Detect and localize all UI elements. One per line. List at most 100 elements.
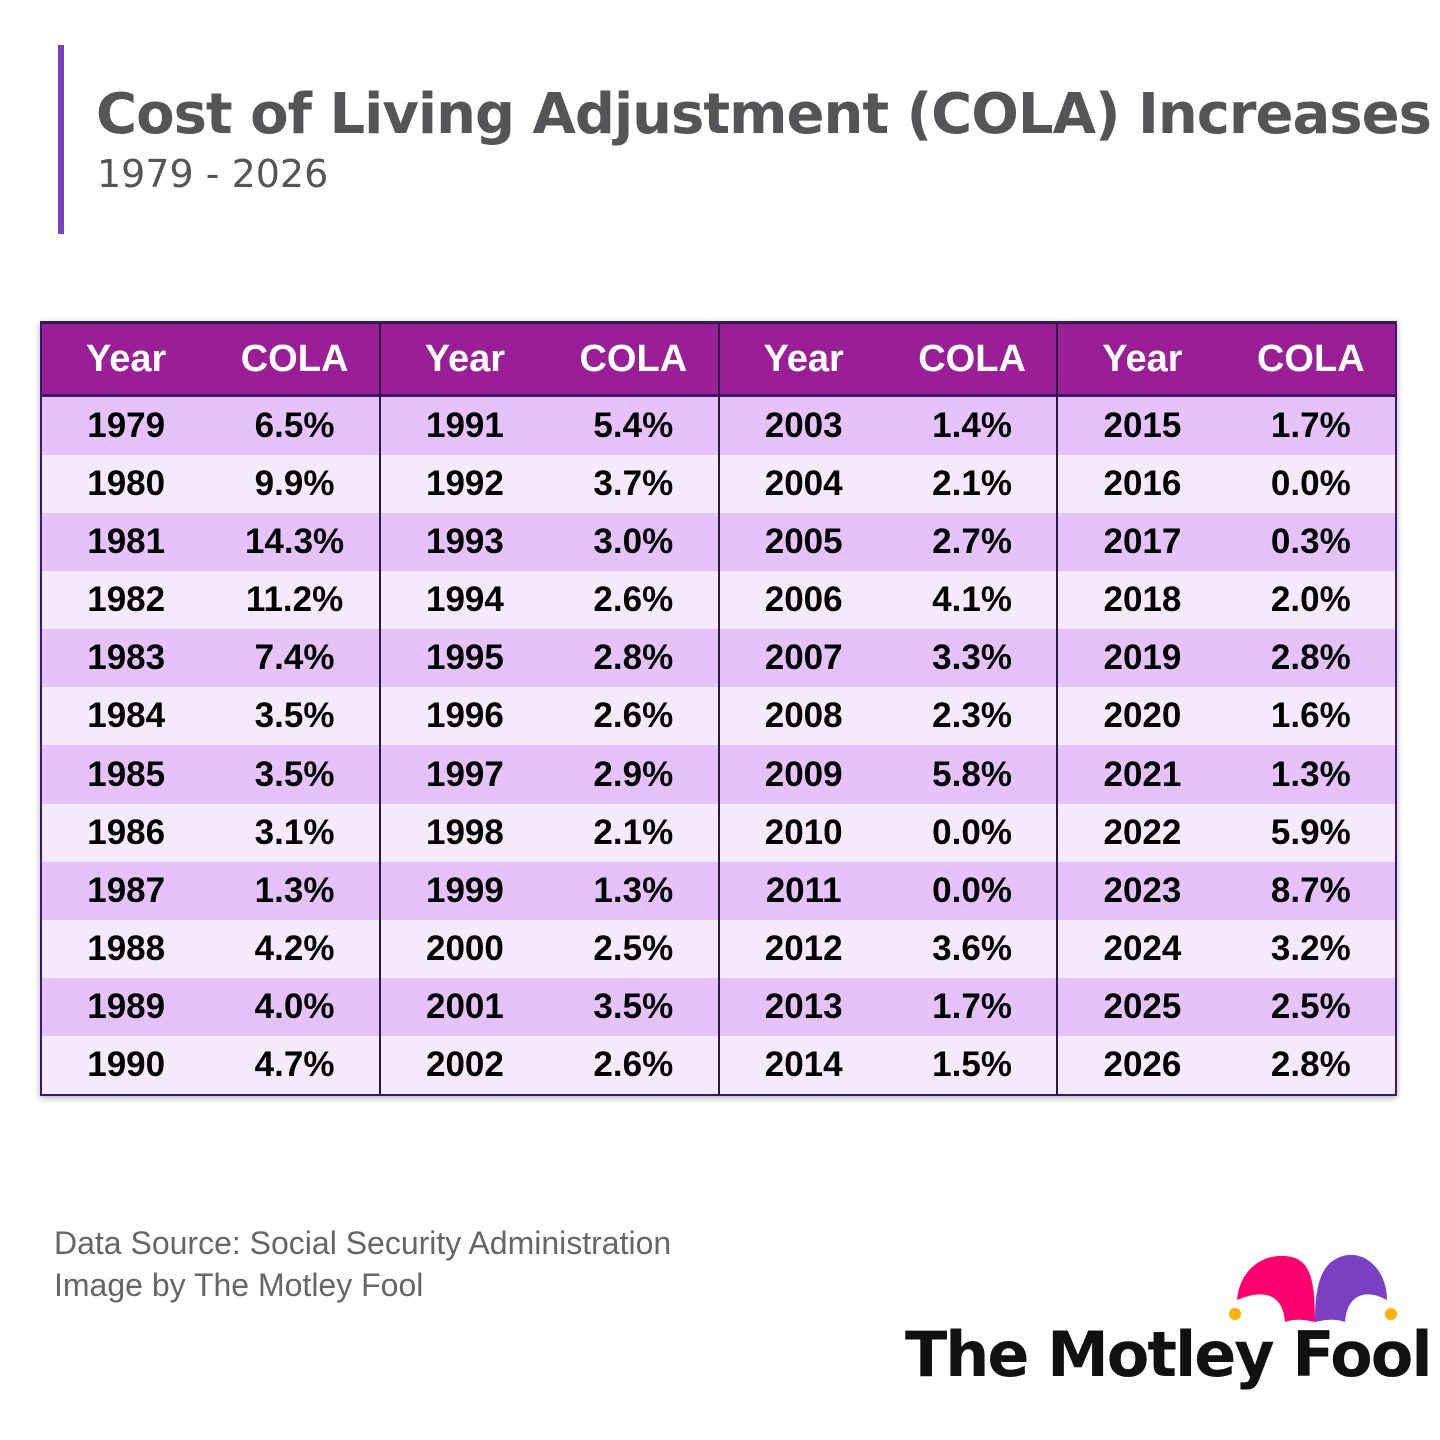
year-cell: 1982 bbox=[87, 580, 166, 620]
table-row: 1994 2.6% bbox=[380, 571, 718, 630]
year-cell: 2001 bbox=[426, 986, 504, 1026]
cola-cell: 4.1% bbox=[932, 580, 1012, 620]
cola-cell: 1.5% bbox=[932, 1044, 1012, 1084]
cola-cell: 2.6% bbox=[593, 1044, 674, 1084]
year-cell: 1997 bbox=[426, 754, 504, 794]
cola-cell: 3.7% bbox=[593, 464, 674, 504]
year-cell: 2005 bbox=[764, 522, 843, 562]
year-cell: 2007 bbox=[764, 638, 843, 678]
year-cell: 2004 bbox=[764, 464, 843, 504]
cola-cell: 6.5% bbox=[254, 406, 335, 446]
year-cell: 2023 bbox=[1103, 870, 1182, 910]
cola-cell: 2.8% bbox=[1270, 638, 1351, 678]
cola-cell: 5.9% bbox=[1270, 812, 1351, 852]
cola-cell: 3.5% bbox=[254, 754, 335, 794]
table-row: 2005 2.7% bbox=[719, 513, 1057, 572]
cola-cell: 0.0% bbox=[932, 870, 1012, 910]
cola-cell: 2.1% bbox=[593, 812, 674, 852]
cola-cell: 3.3% bbox=[932, 638, 1012, 678]
year-cell: 1985 bbox=[87, 754, 166, 794]
table-column-group: Year COLA 2003 1.4% 2004 2.1% 2005 2.7% 2006 4.1%… bbox=[719, 323, 1059, 1094]
year-cell: 1983 bbox=[87, 638, 166, 678]
cola-cell: 9.9% bbox=[254, 464, 335, 504]
cola-cell: 4.7% bbox=[254, 1044, 335, 1084]
year-cell: 2026 bbox=[1103, 1044, 1182, 1084]
year-cell: 1994 bbox=[426, 580, 504, 620]
cola-cell: 1.3% bbox=[1270, 754, 1351, 794]
cola-cell: 2.3% bbox=[932, 696, 1012, 736]
table-row: 2009 5.8% bbox=[719, 745, 1057, 804]
table-row: 2001 3.5% bbox=[380, 977, 718, 1036]
table-header: Year COLA bbox=[1058, 323, 1395, 397]
table-row: 1983 7.4% bbox=[42, 629, 379, 688]
year-cell: 2011 bbox=[765, 870, 842, 910]
table-row: 1993 3.0% bbox=[380, 513, 718, 572]
table-row: 1984 3.5% bbox=[42, 687, 379, 746]
table-row: 2015 1.7% bbox=[1058, 397, 1395, 456]
jester-hat-icon bbox=[1229, 1254, 1397, 1322]
cola-cell: 0.0% bbox=[932, 812, 1012, 852]
table-row: 2025 2.5% bbox=[1058, 977, 1395, 1036]
cola-cell: 3.6% bbox=[932, 928, 1012, 968]
year-cell: 1992 bbox=[426, 464, 504, 504]
table-row: 2014 1.5% bbox=[719, 1035, 1057, 1094]
header-cola: COLA bbox=[918, 337, 1026, 380]
year-cell: 2018 bbox=[1103, 580, 1182, 620]
cola-table: Year COLA 1979 6.5% 1980 9.9% 1981 14.3% 1982 11.… bbox=[40, 321, 1397, 1096]
header-year: Year bbox=[424, 337, 506, 380]
cola-cell: 2.1% bbox=[932, 464, 1012, 504]
year-cell: 1995 bbox=[426, 638, 504, 678]
table-row: 2008 2.3% bbox=[719, 687, 1057, 746]
cola-cell: 1.3% bbox=[254, 870, 335, 910]
cola-cell: 2.5% bbox=[1270, 986, 1351, 1026]
table-row: 1999 1.3% bbox=[380, 861, 718, 920]
table-row: 2010 0.0% bbox=[719, 803, 1057, 862]
cola-cell: 2.7% bbox=[932, 522, 1012, 562]
year-cell: 2024 bbox=[1103, 928, 1182, 968]
year-cell: 1980 bbox=[87, 464, 166, 504]
year-cell: 2019 bbox=[1103, 638, 1182, 678]
table-header: Year COLA bbox=[42, 323, 379, 397]
cola-cell: 8.7% bbox=[1270, 870, 1351, 910]
year-cell: 2015 bbox=[1103, 406, 1182, 446]
page-title: Cost of Living Adjustment (COLA) Increas… bbox=[96, 82, 1432, 147]
cola-cell: 4.0% bbox=[254, 986, 335, 1026]
cola-cell: 2.6% bbox=[593, 696, 674, 736]
year-cell: 2008 bbox=[764, 696, 843, 736]
header-year: Year bbox=[86, 337, 167, 380]
year-cell: 1998 bbox=[426, 812, 504, 852]
year-cell: 1993 bbox=[426, 522, 504, 562]
table-row: 1990 4.7% bbox=[42, 1035, 379, 1094]
year-cell: 2006 bbox=[764, 580, 843, 620]
header-cola: COLA bbox=[579, 337, 688, 380]
year-cell: 2021 bbox=[1103, 754, 1182, 794]
table-row: 1992 3.7% bbox=[380, 455, 718, 514]
cola-cell: 2.5% bbox=[593, 928, 674, 968]
year-cell: 2009 bbox=[764, 754, 843, 794]
table-row: 1987 1.3% bbox=[42, 861, 379, 920]
year-cell: 1990 bbox=[87, 1044, 166, 1084]
table-row: 1979 6.5% bbox=[42, 397, 379, 456]
table-row: 2023 8.7% bbox=[1058, 861, 1395, 920]
table-row: 1989 4.0% bbox=[42, 977, 379, 1036]
year-cell: 2022 bbox=[1103, 812, 1182, 852]
table-row: 1988 4.2% bbox=[42, 919, 379, 978]
year-cell: 2025 bbox=[1103, 986, 1182, 1026]
cola-cell: 0.0% bbox=[1270, 464, 1351, 504]
cola-cell: 11.2% bbox=[245, 580, 344, 620]
table-row: 1985 3.5% bbox=[42, 745, 379, 804]
table-row: 2026 2.8% bbox=[1058, 1035, 1395, 1094]
cola-cell: 3.2% bbox=[1270, 928, 1351, 968]
header-year: Year bbox=[763, 337, 844, 380]
table-row: 2013 1.7% bbox=[719, 977, 1057, 1036]
year-cell: 2014 bbox=[764, 1044, 843, 1084]
cola-cell: 2.8% bbox=[1270, 1044, 1351, 1084]
year-cell: 2010 bbox=[764, 812, 843, 852]
table-row: 2007 3.3% bbox=[719, 629, 1057, 688]
table-row: 1980 9.9% bbox=[42, 455, 379, 514]
year-cell: 1987 bbox=[87, 870, 166, 910]
data-source: Data Source: Social Security Administrat… bbox=[54, 1225, 672, 1261]
table-column-group: Year COLA 2015 1.7% 2016 0.0% 2017 0.3% 2018 2.0%… bbox=[1058, 323, 1395, 1094]
header-cola: COLA bbox=[1256, 337, 1365, 380]
table-header: Year COLA bbox=[719, 323, 1057, 397]
